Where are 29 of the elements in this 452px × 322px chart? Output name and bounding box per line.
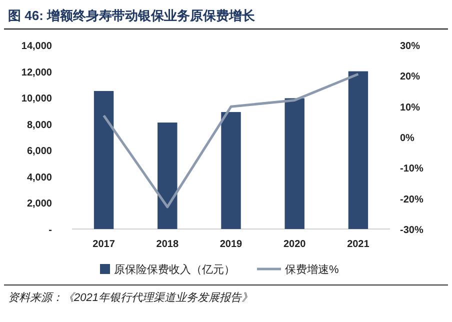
bar (158, 122, 178, 229)
bar (94, 91, 114, 229)
y2-tick-label: 0% (400, 133, 415, 144)
y-tick-label: 4,000 (26, 172, 52, 184)
x-tick-label: 2018 (156, 239, 179, 250)
x-tick-label: 2020 (283, 239, 306, 250)
y2-tick-label: -10% (400, 164, 424, 175)
y-tick-label: 12,000 (21, 67, 52, 78)
y2-tick-label: -20% (400, 194, 424, 206)
y-tick-label: - (48, 225, 52, 236)
y-tick-label: 2,000 (26, 198, 52, 210)
y2-tick-label: 20% (400, 72, 420, 83)
y2-tick-label: -30% (400, 225, 424, 236)
y2-tick-label: 30% (400, 41, 420, 52)
legend-label: 保费增速% (285, 263, 339, 276)
text: 资料来源：《2021年银行代理渠道业务发展报告》 (8, 291, 252, 304)
x-tick-label: 2021 (347, 239, 370, 250)
y-tick-label: 10,000 (21, 94, 52, 105)
x-tick-label: 2017 (92, 239, 116, 250)
y2-tick-label: 10% (400, 102, 420, 114)
bar (348, 71, 368, 229)
chart-title: 图 46: 增额终身寿带动银保业务原保费增长 (8, 8, 256, 23)
y-tick-label: 6,000 (26, 146, 52, 158)
legend-label: 原保险保费收入（亿元） (114, 263, 235, 276)
y-tick-label: 8,000 (26, 120, 52, 131)
y-tick-label: 14,000 (21, 41, 52, 52)
bar (284, 98, 304, 229)
x-tick-label: 2019 (220, 239, 243, 250)
bar (221, 112, 241, 229)
